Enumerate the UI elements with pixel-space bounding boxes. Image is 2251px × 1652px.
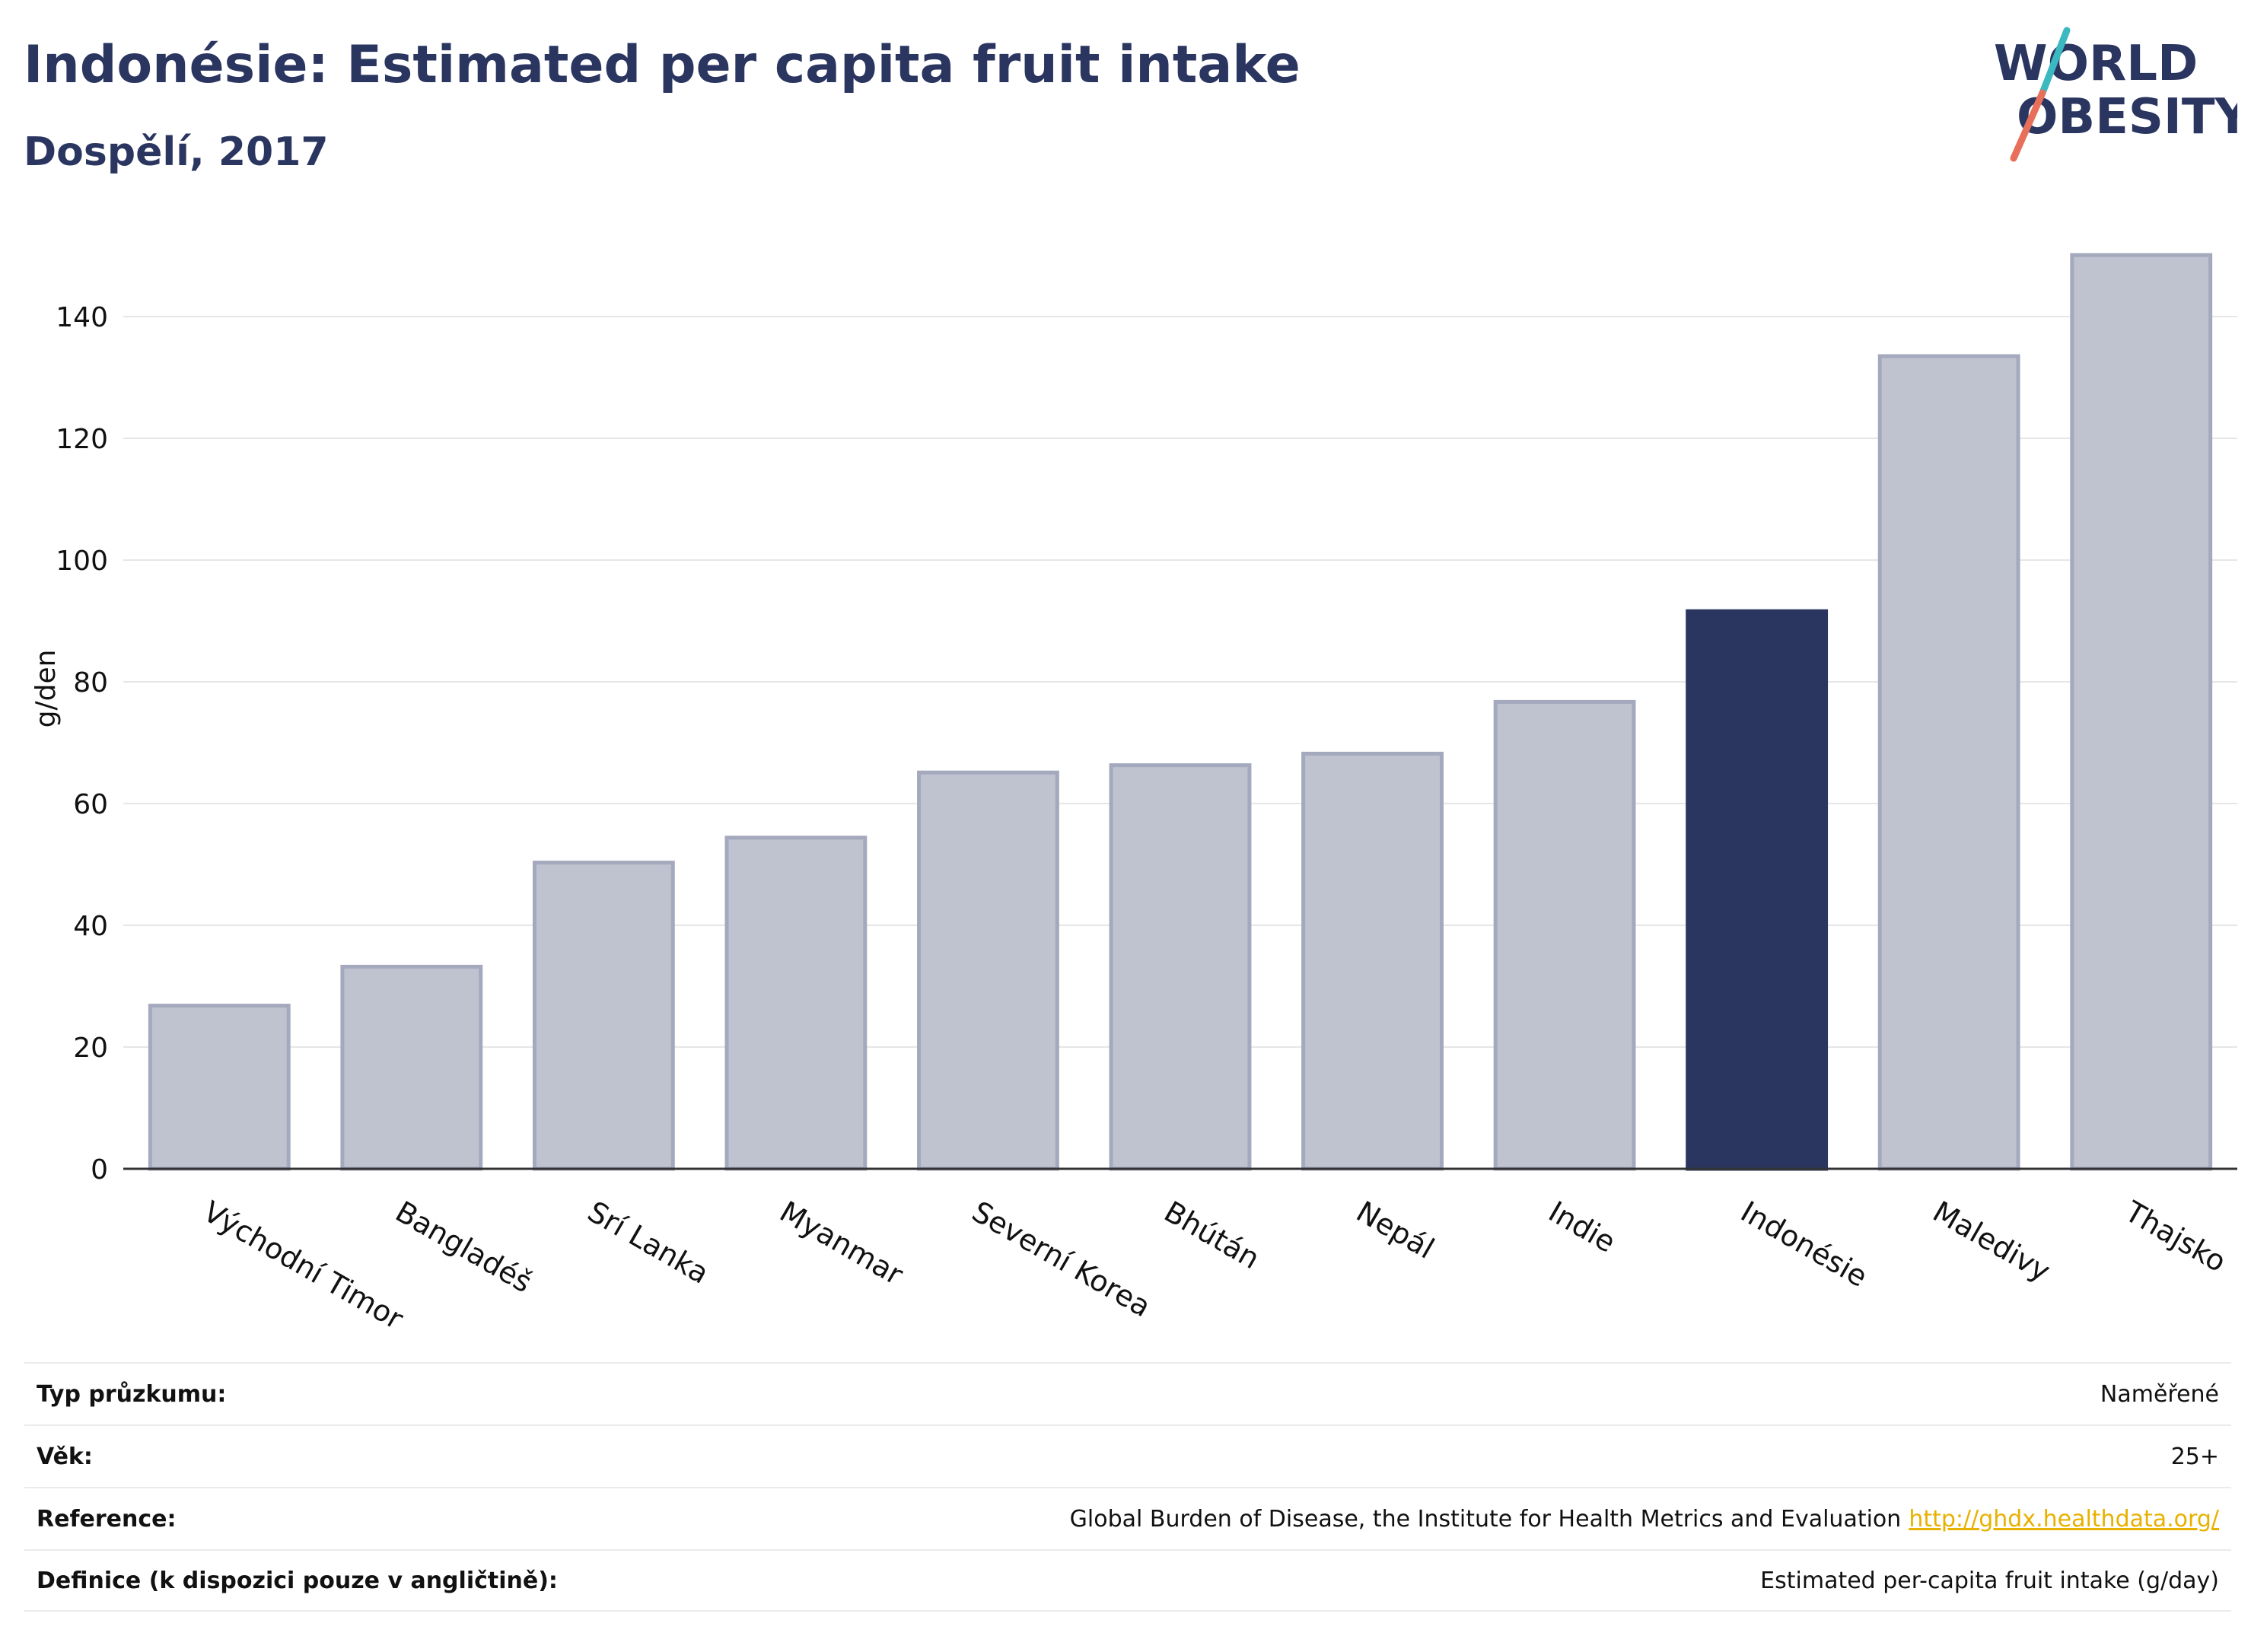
logo-line-1: WORLD <box>1994 36 2198 92</box>
info-label: Definice (k dispozici pouze v angličtině… <box>37 1567 558 1594</box>
x-tick-label: Thajsko <box>2119 1194 2231 1278</box>
bar <box>1877 354 2020 1171</box>
bar <box>1686 609 1829 1171</box>
info-row: Věk: 25+ <box>24 1424 2231 1487</box>
bar <box>1493 699 1636 1171</box>
info-row: Typ průzkumu: Naměřené <box>24 1362 2231 1424</box>
chart-title: Indonésie: Estimated per capita fruit in… <box>24 35 1301 95</box>
y-tick-label: 60 <box>73 789 108 820</box>
info-value: Estimated per-capita fruit intake (g/day… <box>1760 1568 2219 1594</box>
y-tick-label: 100 <box>56 546 108 577</box>
y-tick-label: 140 <box>56 302 108 333</box>
info-value: Naměřené <box>2100 1381 2219 1408</box>
bar <box>1109 763 1252 1171</box>
logo-slash-bottom <box>2010 89 2046 162</box>
info-value: 25+ <box>2171 1444 2219 1470</box>
bar <box>340 964 483 1171</box>
info-label: Reference: <box>37 1505 177 1533</box>
x-tick-label: Indie <box>1543 1195 1622 1259</box>
x-tick-label: Nepál <box>1351 1195 1440 1265</box>
info-label: Věk: <box>37 1443 93 1470</box>
logo-slash-top <box>2039 27 2071 97</box>
bar <box>917 770 1059 1171</box>
y-tick-label: 120 <box>56 424 108 455</box>
y-tick-label: 80 <box>73 667 108 699</box>
info-value-text: Estimated per-capita fruit intake (g/day… <box>1760 1567 2219 1594</box>
x-tick-label: Severní Korea <box>966 1195 1157 1323</box>
x-tick-label: Myanmar <box>774 1195 909 1292</box>
logo-line-2: OBESITY <box>2017 89 2237 145</box>
chart-subtitle: Dospělí, 2017 <box>24 129 329 175</box>
bar <box>724 836 868 1171</box>
bar <box>1301 751 1444 1171</box>
info-value-text: 25+ <box>2170 1443 2219 1470</box>
info-row: Definice (k dispozici pouze v angličtině… <box>24 1549 2231 1612</box>
world-obesity-logo: WORLD OBESITY <box>1994 27 2237 162</box>
reference-link[interactable]: http://ghdx.healthdata.org/ <box>1909 1505 2219 1533</box>
x-tick-label: Bangladéš <box>390 1195 537 1299</box>
y-tick-label: 20 <box>73 1033 108 1064</box>
x-tick-label: Maledivy <box>1928 1195 2056 1288</box>
info-value: Global Burden of Disease, the Institute … <box>1070 1506 2219 1533</box>
x-tick-label: Východní Timor <box>198 1195 409 1336</box>
info-table: Typ průzkumu: Naměřené Věk: 25+ Reference: Gl… <box>24 1362 2231 1612</box>
x-tick-label: Indonésie <box>1735 1195 1873 1294</box>
info-value-text: Naměřené <box>2100 1380 2219 1408</box>
info-value-text: Global Burden of Disease, the Institute … <box>1069 1505 1902 1533</box>
x-tick-label: Srí Lanka <box>582 1195 715 1291</box>
y-axis-label: g/den <box>30 650 62 728</box>
bar-chart: 0 20 40 60 80 100 120 140 Východní TimorBangladé… <box>30 253 2237 1336</box>
y-tick-label: 40 <box>73 911 108 942</box>
y-tick-label: 0 <box>91 1154 108 1186</box>
bar <box>532 861 675 1171</box>
info-label: Typ průzkumu: <box>37 1380 227 1408</box>
bar <box>2070 253 2213 1171</box>
bars <box>148 253 2213 1171</box>
info-row: Reference: Global Burden of Disease, the … <box>24 1487 2231 1549</box>
bar <box>148 1004 291 1171</box>
x-tick-label: Bhútán <box>1159 1195 1266 1275</box>
